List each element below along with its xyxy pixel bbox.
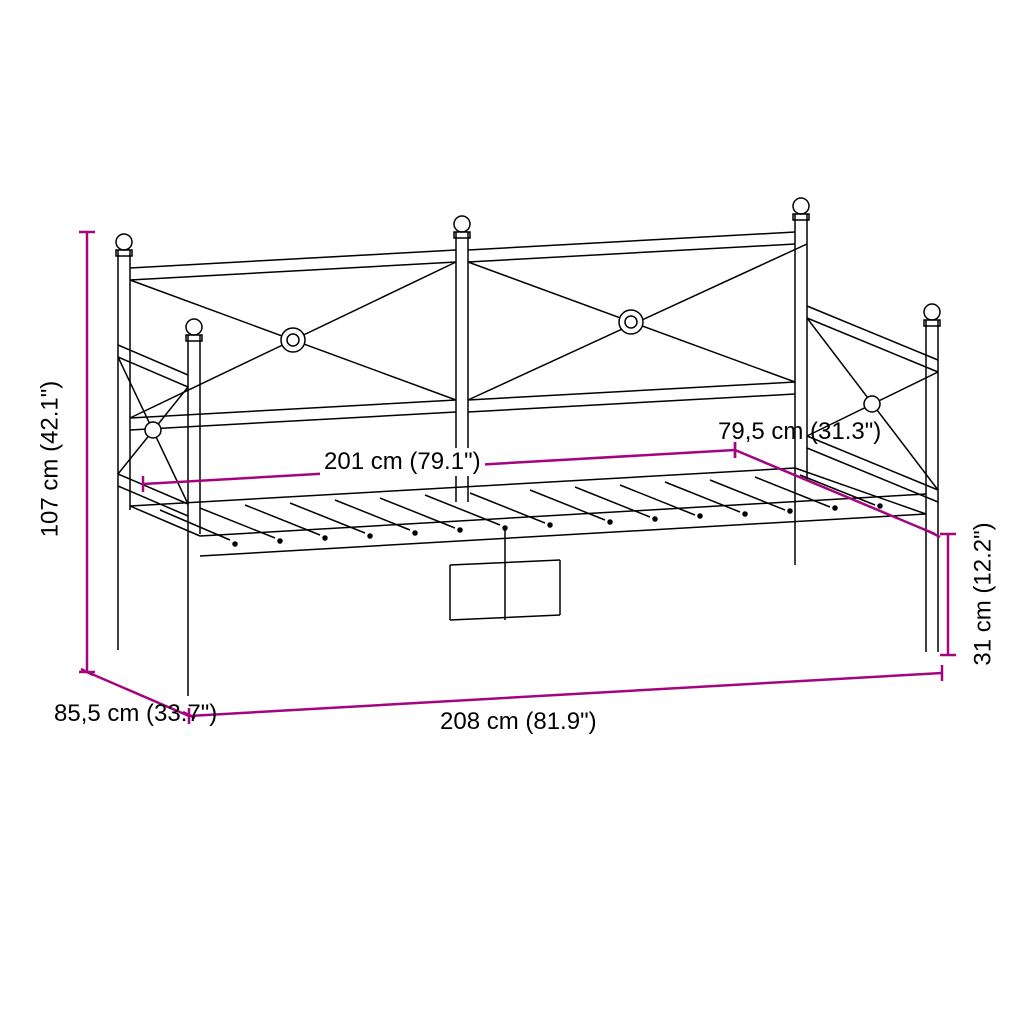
inner-width-diagonal (735, 450, 935, 534)
inner-length-label: 201 cm (79.1") (320, 448, 485, 476)
seat-height-label: 31 cm (12.2") (970, 522, 998, 665)
height-label: 107 cm (42.1") (36, 381, 64, 538)
depth-label: 85,5 cm (33.7") (54, 700, 224, 728)
drawing-canvas (0, 0, 1024, 1024)
daybed-frame (116, 198, 940, 696)
outer-length-label: 208 cm (81.9") (440, 708, 597, 736)
inner-width-label: 79,5 cm (31.3") (718, 418, 881, 446)
